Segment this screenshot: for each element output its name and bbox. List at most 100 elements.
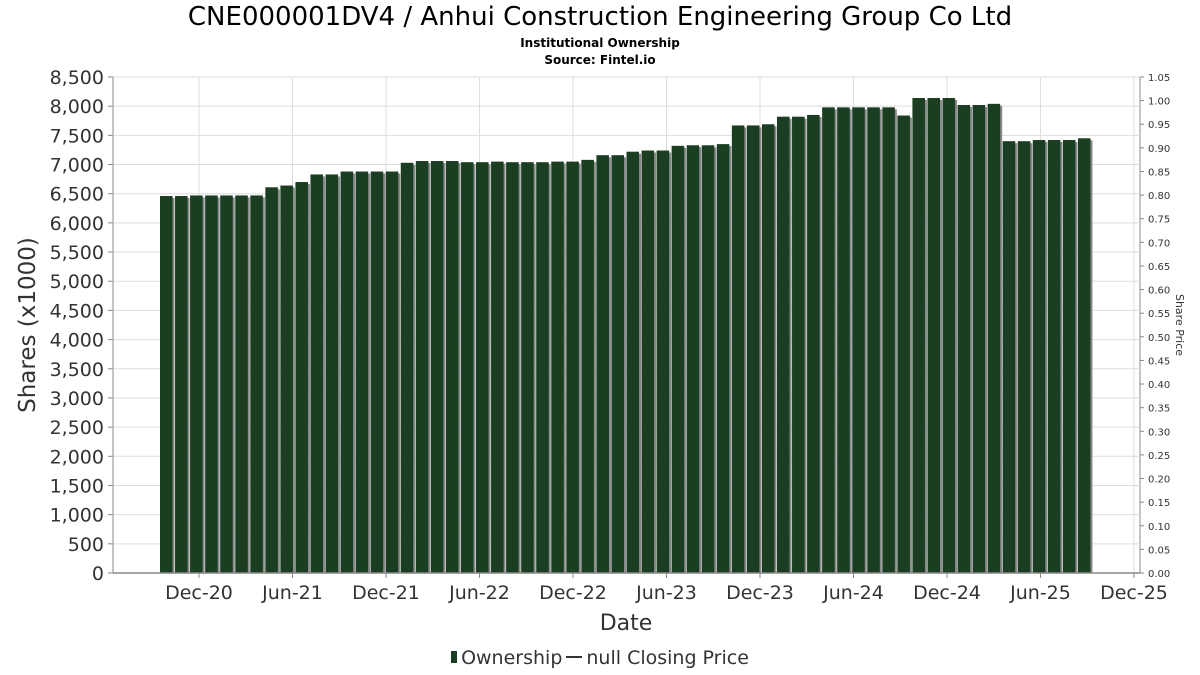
y2-tick-label: 0.90 — [1148, 144, 1170, 155]
chart-subtitle: Institutional Ownership — [520, 36, 680, 50]
ownership-bar — [370, 171, 384, 573]
ownership-bar — [536, 162, 549, 573]
y-tick-label: 1,000 — [50, 505, 104, 527]
ownership-bar — [957, 105, 971, 574]
chart-source: Source: Fintel.io — [544, 53, 656, 67]
x-tick-label: Jun-22 — [448, 582, 510, 604]
ownership-bar — [852, 107, 865, 573]
y-tick-label: 5,000 — [50, 271, 104, 293]
ownership-bar — [897, 115, 910, 573]
x-tick-label: Jun-25 — [1009, 582, 1071, 604]
ownership-bar — [927, 98, 941, 574]
y2-tick-label: 0.50 — [1148, 333, 1170, 344]
ownership-bar — [731, 125, 745, 574]
x-tick-label: Dec-20 — [165, 582, 233, 604]
y-axis-label: Shares (x1000) — [15, 237, 41, 413]
ownership-bar — [385, 171, 399, 573]
y2-tick-label: 1.05 — [1148, 73, 1170, 84]
ownership-bar — [160, 196, 173, 574]
ownership-bar — [280, 185, 293, 573]
ownership-bar — [776, 116, 790, 574]
y-tick-label: 2,000 — [50, 446, 104, 468]
ownership-bar — [581, 159, 594, 573]
ownership-bar — [822, 107, 835, 573]
ownership-bar — [325, 174, 339, 574]
ownership-bar — [506, 162, 519, 573]
y2-tick-label: 0.75 — [1148, 215, 1170, 226]
ownership-bar — [671, 145, 685, 573]
y2-tick-label: 0.15 — [1148, 498, 1170, 509]
y-tick-label: 0 — [92, 563, 104, 585]
y-tick-label: 3,000 — [50, 388, 104, 410]
ownership-bar — [355, 171, 369, 573]
y2-tick-label: 0.35 — [1148, 404, 1170, 415]
ownership-bar — [476, 162, 489, 573]
ownership-bar — [987, 103, 1001, 574]
y-tick-label: 8,000 — [50, 96, 104, 118]
y2-tick-label: 0.10 — [1148, 522, 1170, 533]
x-tick-label: Dec-23 — [726, 582, 794, 604]
y2-tick-label: 0.30 — [1148, 427, 1170, 438]
y2-tick-label: 0.05 — [1148, 545, 1170, 556]
y-tick-label: 4,000 — [50, 330, 104, 352]
chart-legend: Ownership null Closing Price — [0, 647, 1200, 669]
y2-tick-label: 0.70 — [1148, 238, 1170, 249]
ownership-bar — [867, 107, 880, 573]
ownership-bar — [235, 195, 248, 573]
ownership-bar — [491, 161, 504, 574]
closing-price-line-icon — [566, 656, 583, 658]
ownership-bar — [265, 187, 278, 574]
y-tick-label: 500 — [68, 534, 104, 556]
y2-tick-label: 0.85 — [1148, 167, 1170, 178]
y2-tick-label: 0.25 — [1148, 451, 1170, 462]
chart-title: CNE000001DV4 / Anhui Construction Engine… — [187, 2, 1013, 32]
x-tick-label: Dec-21 — [352, 582, 420, 604]
ownership-bar — [942, 98, 956, 574]
y-tick-label: 8,500 — [50, 67, 104, 89]
y2-tick-label: 0.95 — [1148, 120, 1170, 131]
x-tick-label: Dec-25 — [1100, 582, 1168, 604]
ownership-bar — [716, 144, 730, 573]
ownership-bar — [551, 161, 564, 574]
y-tick-label: 1,500 — [50, 475, 104, 497]
ownership-bar — [566, 161, 579, 574]
y2-tick-label: 0.45 — [1148, 356, 1170, 367]
legend-ownership: Ownership — [461, 647, 563, 669]
y-tick-label: 7,000 — [50, 155, 104, 177]
y2-tick-label: 0.80 — [1148, 191, 1170, 202]
y-tick-label: 2,500 — [50, 417, 104, 439]
y2-tick-label: 0.55 — [1148, 309, 1170, 320]
ownership-bar — [641, 150, 655, 573]
legend-closing-price: null Closing Price — [586, 647, 749, 669]
y2-tick-label: 0.00 — [1148, 569, 1170, 580]
ownership-bar — [190, 195, 203, 573]
ownership-bar — [837, 107, 850, 573]
ownership-bar — [761, 124, 775, 574]
ownership-bar — [972, 105, 986, 574]
ownership-bar — [430, 161, 444, 573]
ownership-bar — [746, 125, 760, 574]
ownership-bar — [460, 162, 474, 573]
x-tick-label: Dec-22 — [539, 582, 607, 604]
ownership-bar — [596, 155, 609, 574]
ownership-bar — [415, 161, 429, 573]
ownership-bar — [205, 195, 218, 573]
ownership-bar — [1047, 140, 1061, 573]
y2-tick-label: 1.00 — [1148, 97, 1170, 108]
y2-tick-label: 0.60 — [1148, 286, 1170, 297]
ownership-bar — [882, 107, 895, 573]
y2-tick-label: 0.20 — [1148, 475, 1170, 486]
ownership-bar — [310, 174, 324, 574]
ownership-bar — [912, 98, 925, 574]
ownership-bar — [656, 150, 670, 573]
ownership-bar — [1017, 141, 1031, 573]
y-tick-label: 4,500 — [50, 300, 104, 322]
y-tick-label: 3,500 — [50, 359, 104, 381]
x-tick-label: Jun-21 — [261, 582, 323, 604]
y-tick-label: 7,500 — [50, 125, 104, 147]
x-tick-label: Dec-24 — [913, 582, 981, 604]
x-axis-label: Date — [600, 611, 653, 636]
ownership-bar — [626, 151, 640, 573]
ownership-bar — [1062, 140, 1076, 573]
